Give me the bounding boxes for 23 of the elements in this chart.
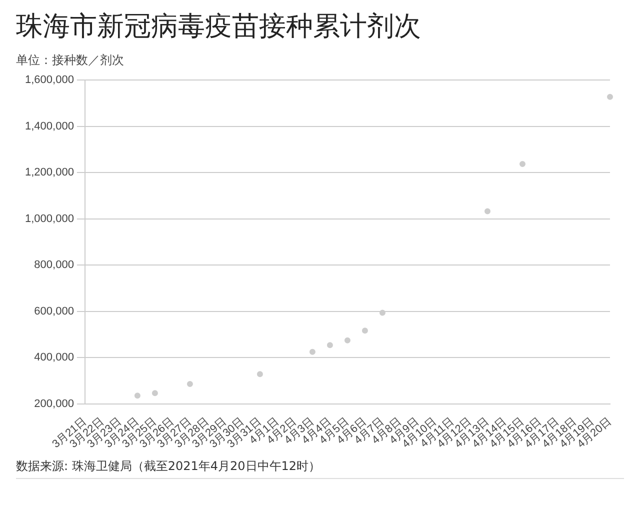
- point: [152, 390, 158, 396]
- chart-title: 珠海市新冠病毒疫苗接种累计剂次: [16, 10, 421, 44]
- y-tick-label: 800,000: [34, 259, 74, 272]
- point: [186, 381, 193, 388]
- y-tick-label: 1,600,000: [25, 74, 74, 86]
- point: [362, 328, 368, 334]
- point: [519, 160, 526, 167]
- y-tick-label: 1,000,000: [25, 212, 74, 225]
- point: [379, 310, 386, 316]
- point: [344, 337, 350, 344]
- point: [484, 208, 490, 214]
- y-tick-label: 600,000: [34, 305, 74, 318]
- y-tick-label: 400,000: [34, 352, 74, 364]
- chart-subtitle: 单位：接种数／剂次: [16, 52, 124, 69]
- point: [326, 342, 333, 348]
- source-note: 数据来源: 珠海卫健局（截至2021年4月20日中午12时）: [16, 458, 321, 475]
- y-tick-label: 1,200,000: [25, 166, 74, 179]
- y-tick-label: 200,000: [34, 398, 74, 410]
- point: [256, 371, 263, 378]
- y-tick-label: 1,400,000: [25, 120, 74, 132]
- point: [607, 94, 613, 100]
- point: [309, 348, 316, 355]
- point: [134, 392, 140, 399]
